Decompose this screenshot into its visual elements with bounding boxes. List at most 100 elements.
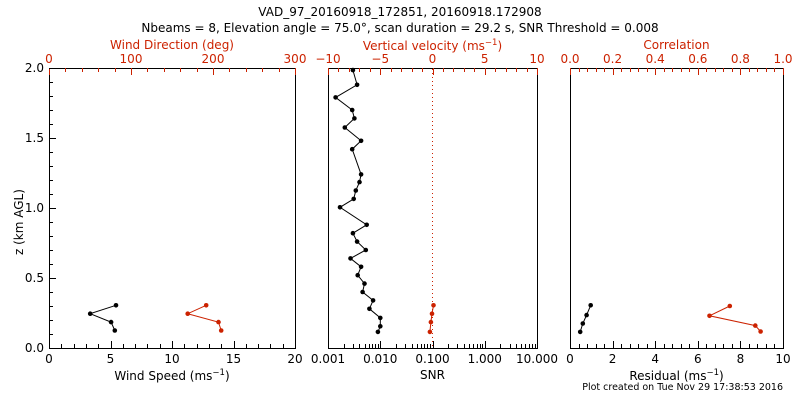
y-axis-minor-tick (49, 334, 53, 335)
footer-timestamp: Plot created on Tue Nov 29 17:38:53 2016 (582, 382, 783, 393)
panel-wind-top-minor-tick (147, 68, 148, 72)
panel-residual-bottom-major-tick (613, 341, 614, 348)
panel-snr-series-0-point (358, 264, 364, 270)
y-axis-minor-tick (49, 96, 53, 97)
y-axis-minor-tick (49, 250, 53, 251)
panel-wind-top-minor-tick (164, 68, 165, 72)
y-axis-tick-1: 0.5 (24, 271, 44, 285)
panel-residual-bottom-major-tick (740, 341, 741, 348)
panel-snr-series-1-point (431, 303, 436, 308)
panel-residual-series-0-line (579, 305, 592, 333)
panel-residual-bottom-minor-tick (638, 344, 639, 348)
panel-residual-bottom-tick-4: 8 (736, 352, 745, 366)
panel-snr-bottom-minor-tick (412, 344, 413, 348)
panel-residual-series-0-point (577, 329, 583, 335)
panel-wind-top-tick-2: 200 (201, 52, 225, 66)
panel-snr-bottom-minor-tick (378, 344, 379, 348)
panel-residual-series-0-point (580, 321, 586, 326)
panel-residual-bottom-minor-tick (579, 344, 580, 348)
panel-snr-bottom-minor-tick (532, 344, 533, 348)
panel-snr-bottom-major-tick (433, 341, 434, 348)
panel-snr-bottom-minor-tick (344, 344, 345, 348)
panel-snr-series-0-point (342, 125, 348, 130)
panel-residual-bottom-tick-0: 0 (566, 352, 574, 366)
panel-snr-series-0-point (349, 146, 355, 152)
panel-residual-series-1-point (707, 313, 712, 319)
panel-wind-bottom-tick-0: 0 (45, 352, 53, 366)
panel-snr-top-tick-3: 5 (480, 52, 489, 66)
panel-wind-bottom-minor-tick (283, 344, 284, 348)
panel-snr-bottom-minor-tick (427, 344, 428, 348)
panel-snr-top-minor-tick (391, 68, 392, 72)
panel-snr-top-minor-tick (474, 68, 475, 72)
panel-snr-bottom-tick-0: 0.001 (310, 352, 346, 366)
panel-snr-frame (328, 68, 538, 349)
panel-wind-bottom-minor-tick (270, 344, 271, 348)
panel-snr-series-0-point (349, 107, 355, 113)
y-axis-minor-tick (49, 82, 53, 83)
panel-wind-top-major-tick (295, 68, 296, 75)
panel-snr-top-minor-tick (464, 68, 465, 72)
panel-snr-top-minor-tick (422, 68, 423, 72)
panel-wind-bottom-major-tick (295, 341, 296, 348)
panel-wind-bottom-minor-tick (61, 344, 62, 348)
panel-residual-top-minor-tick (689, 68, 690, 72)
panel-wind-series-0-point (113, 303, 119, 308)
y-axis-minor-tick (49, 124, 53, 125)
y-axis-minor-tick (49, 222, 53, 223)
panel-snr-bottom-minor-tick (480, 344, 481, 348)
panel-residual-bottom-minor-tick (647, 344, 648, 348)
panel-residual-top-tick-2: 0.4 (645, 52, 665, 66)
panel-wind-bottom-tick-1: 5 (106, 352, 115, 366)
panel-wind-top-minor-tick (229, 68, 230, 72)
panel-residual-top-minor-tick (672, 68, 673, 72)
panel-wind-top-tick-1: 100 (119, 52, 143, 66)
panel-snr-top-tick-2: 0 (428, 52, 437, 66)
panel-residual-bottom-minor-tick (664, 344, 665, 348)
panel-snr-series-0-point (375, 329, 381, 335)
y-axis-minor-tick (49, 110, 53, 111)
panel-wind-top-minor-tick (65, 68, 66, 72)
panel-snr-series-0-point (358, 138, 364, 144)
panel-wind-top-major-tick (49, 68, 50, 75)
panel-wind-series-0-line (88, 304, 117, 331)
y-axis-minor-tick (49, 166, 53, 167)
panel-snr-top-major-tick (380, 68, 381, 75)
panel-wind-bottom-minor-tick (86, 344, 87, 348)
panel-snr-top-minor-tick (349, 68, 350, 72)
y-axis-major-tick (49, 278, 56, 279)
panel-residual-bottom-minor-tick (749, 344, 750, 348)
panel-snr-bottom-minor-tick (375, 344, 376, 348)
panel-residual-bottom-minor-tick (757, 344, 758, 348)
panel-residual-top-major-tick (570, 68, 571, 75)
y-axis-minor-tick (49, 306, 53, 307)
panel-snr-bottom-minor-tick (500, 344, 501, 348)
panel-wind-frame (49, 68, 296, 349)
y-axis-minor-tick (49, 236, 53, 237)
panel-wind-bottom-minor-tick (74, 344, 75, 348)
y-axis-tick-4: 2.0 (24, 61, 44, 75)
panel-residual-bottom-minor-tick (723, 344, 724, 348)
panel-residual-bottom-minor-tick (774, 344, 775, 348)
panel-wind-bottom-major-tick (234, 341, 235, 348)
panel-snr-bottom-minor-tick (477, 344, 478, 348)
panel-snr-series-0-point (333, 95, 338, 100)
panel-wind-bottom-axis-label: Wind Speed (ms−1) (114, 368, 230, 383)
panel-snr-top-minor-tick (338, 68, 339, 72)
panel-residual-series-1-point (758, 329, 763, 334)
y-axis-minor-tick (49, 152, 53, 153)
panel-snr-series-0-point (354, 82, 360, 88)
panel-wind-series-0-point (112, 328, 118, 333)
panel-residual-top-minor-tick (647, 68, 648, 72)
panel-snr-bottom-minor-tick (510, 344, 511, 348)
panel-wind-series-1-point (218, 328, 224, 333)
panel-snr-series-1-line (429, 305, 434, 332)
panel-residual-series-1-point (753, 323, 758, 328)
panel-snr-top-major-tick (537, 68, 538, 75)
panel-snr-top-minor-tick (359, 68, 360, 72)
panel-residual-bottom-major-tick (698, 341, 699, 348)
panel-residual-bottom-major-tick (655, 341, 656, 348)
panel-snr-series-0-point (354, 239, 360, 244)
